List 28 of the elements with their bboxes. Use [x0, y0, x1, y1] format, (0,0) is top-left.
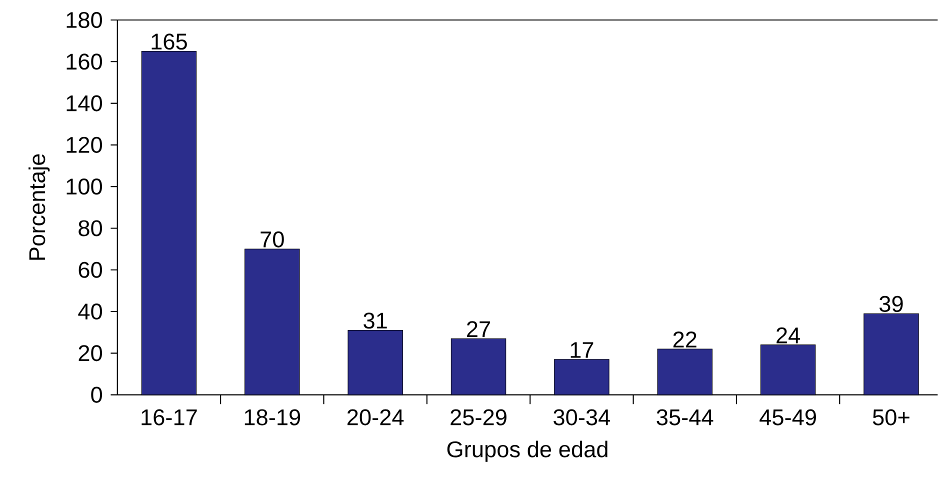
x-tick-label: 50+: [872, 410, 910, 426]
x-tick-label: 20-24: [347, 410, 404, 426]
data-label: 31: [364, 312, 387, 329]
y-tick-label: 140: [66, 96, 102, 112]
data-label: 39: [879, 296, 903, 312]
data-label: 24: [776, 328, 800, 344]
data-label: 27: [467, 321, 490, 338]
y-tick-label: 120: [66, 137, 102, 154]
data-label: 70: [260, 232, 284, 248]
x-tick-label: 45-49: [760, 410, 816, 426]
x-tick-label: 18-19: [244, 410, 300, 426]
y-axis-title: Porcentaje: [28, 154, 50, 260]
y-tick-label: 40: [78, 304, 102, 320]
x-axis-title: Grupos de edad: [447, 440, 608, 462]
data-label: 22: [673, 332, 696, 348]
y-tick-label: 160: [66, 54, 102, 70]
data-label: 17: [570, 342, 594, 358]
y-tick-label: 100: [66, 178, 102, 195]
y-tick-label: 0: [91, 387, 102, 404]
x-tick-label: 16-17: [142, 410, 197, 426]
y-tick-label: 80: [78, 220, 102, 237]
x-tick-label: 35-44: [656, 410, 714, 426]
y-tick-label: 60: [78, 262, 102, 278]
y-tick-label: 180: [66, 12, 102, 28]
x-tick-label: 25-29: [450, 410, 506, 426]
data-label: 165: [152, 34, 187, 50]
x-tick-label: 30-34: [554, 410, 610, 426]
y-tick-label: 20: [78, 345, 102, 362]
